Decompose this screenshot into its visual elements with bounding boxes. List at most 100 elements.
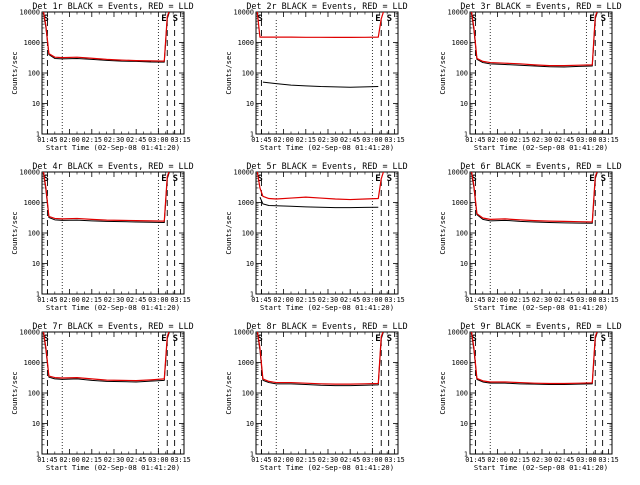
series-line-events	[262, 81, 379, 88]
start-marker: S	[43, 14, 48, 24]
y-tick-label: 10	[32, 100, 40, 108]
x-tick-label: 02:30	[318, 456, 338, 464]
start-marker-2: S	[601, 334, 606, 344]
plot-frame	[41, 11, 185, 135]
y-tick-label: 1	[250, 131, 254, 139]
x-tick-label: 02:30	[318, 136, 338, 144]
y-tick-label: 100	[456, 230, 468, 238]
y-axis-label: Counts/sec	[10, 211, 19, 254]
x-tick-label: 02:45	[126, 296, 146, 304]
y-tick-label: 100	[456, 390, 468, 398]
panel-det-7: Det 7r BLACK = Events, RED = LLD 1 10 100 10…	[10, 321, 194, 472]
start-marker: S	[471, 14, 476, 24]
x-tick-label: 01:45	[251, 136, 271, 144]
y-tick-label: 10000	[20, 169, 40, 177]
x-tick-label: 02:00	[273, 456, 293, 464]
series-line-lld	[256, 172, 385, 201]
x-tick-label: 02:45	[554, 136, 574, 144]
x-tick-label: 01:45	[37, 296, 57, 304]
series-line-lld	[42, 12, 170, 62]
y-tick-label: 1000	[24, 39, 40, 47]
series-line-events	[42, 12, 170, 63]
y-tick-label: 10	[32, 260, 40, 268]
x-axis-label: Start Time (02-Sep-08 01:41:20)	[474, 143, 608, 152]
x-tick-label: 03:00	[148, 296, 168, 304]
x-tick-label: 02:45	[340, 136, 360, 144]
x-axis-label: Start Time (02-Sep-08 01:41:20)	[46, 303, 180, 312]
x-tick-label: 02:15	[510, 136, 530, 144]
y-tick-label: 10000	[448, 329, 468, 337]
x-tick-label: 02:45	[340, 296, 360, 304]
y-tick-label: 1000	[238, 359, 254, 367]
x-tick-label: 03:15	[384, 456, 404, 464]
plot-frame	[255, 331, 399, 455]
x-tick-label: 02:45	[554, 456, 574, 464]
x-tick-label: 02:15	[82, 456, 102, 464]
x-tick-label: 02:45	[126, 136, 146, 144]
x-tick-label: 03:00	[362, 456, 382, 464]
x-tick-label: 02:15	[82, 136, 102, 144]
x-tick-label: 02:00	[487, 136, 507, 144]
start-marker-2: S	[387, 334, 392, 344]
x-tick-label: 02:30	[104, 136, 124, 144]
start-marker: S	[471, 334, 476, 344]
panel-title: Det 5r BLACK = Events, RED = LLD	[246, 161, 407, 171]
y-tick-label: 100	[28, 230, 40, 238]
panel-det-1: Det 1r BLACK = Events, RED = LLD 1 10 100 10…	[10, 1, 194, 152]
x-tick-label: 02:15	[510, 456, 530, 464]
end-marker: E	[375, 14, 380, 24]
plot-frame	[255, 171, 399, 295]
x-tick-label: 02:00	[273, 296, 293, 304]
x-axis-label: Start Time (02-Sep-08 01:41:20)	[260, 463, 394, 472]
y-tick-label: 10000	[20, 9, 40, 17]
panel-det-6: Det 6r BLACK = Events, RED = LLD 1 10 100 10…	[438, 161, 622, 312]
y-tick-label: 1	[464, 451, 468, 459]
x-tick-label: 03:15	[384, 136, 404, 144]
y-tick-label: 10000	[234, 169, 254, 177]
series-line-lld	[42, 332, 170, 382]
x-tick-label: 03:00	[148, 456, 168, 464]
panel-title: Det 3r BLACK = Events, RED = LLD	[460, 1, 621, 11]
x-tick-label: 02:30	[104, 456, 124, 464]
y-axis-label: Counts/sec	[224, 51, 233, 94]
x-tick-label: 03:00	[362, 136, 382, 144]
y-tick-label: 10000	[234, 329, 254, 337]
x-tick-label: 02:00	[273, 136, 293, 144]
panel-det-5: Det 5r BLACK = Events, RED = LLD 1 10 100 10…	[224, 161, 408, 312]
x-tick-label: 03:15	[598, 136, 618, 144]
x-tick-label: 02:45	[554, 296, 574, 304]
y-axis-label: Counts/sec	[10, 371, 19, 414]
x-tick-label: 03:15	[170, 296, 190, 304]
y-tick-label: 10000	[234, 9, 254, 17]
y-tick-label: 1000	[238, 39, 254, 47]
start-marker-2: S	[173, 174, 178, 184]
x-axis-label: Start Time (02-Sep-08 01:41:20)	[260, 303, 394, 312]
x-tick-label: 03:15	[384, 296, 404, 304]
x-tick-label: 02:30	[532, 456, 552, 464]
y-axis-label: Counts/sec	[438, 211, 447, 254]
y-axis-label: Counts/sec	[438, 371, 447, 414]
series-line-events	[256, 332, 384, 387]
end-marker: E	[161, 334, 166, 344]
plot-frame	[41, 331, 185, 455]
x-tick-label: 02:00	[487, 456, 507, 464]
panel-det-2: Det 2r BLACK = Events, RED = LLD 1 10 100 10…	[224, 1, 408, 152]
x-tick-label: 02:30	[532, 296, 552, 304]
x-tick-label: 03:15	[170, 136, 190, 144]
x-tick-label: 02:15	[510, 296, 530, 304]
plot-frame	[255, 11, 399, 135]
series-line-events	[470, 12, 598, 68]
panel-title: Det 2r BLACK = Events, RED = LLD	[246, 1, 407, 11]
y-tick-label: 1000	[452, 359, 468, 367]
y-axis-label: Counts/sec	[438, 51, 447, 94]
plot-frame	[469, 331, 613, 455]
y-tick-label: 1	[250, 451, 254, 459]
x-tick-label: 03:15	[170, 456, 190, 464]
y-tick-label: 10000	[448, 9, 468, 17]
start-marker: S	[43, 174, 48, 184]
y-tick-label: 10000	[448, 169, 468, 177]
x-axis-label: Start Time (02-Sep-08 01:41:20)	[46, 143, 180, 152]
panel-det-4: Det 4r BLACK = Events, RED = LLD 1 10 100 10…	[10, 161, 194, 312]
y-tick-label: 100	[456, 70, 468, 78]
